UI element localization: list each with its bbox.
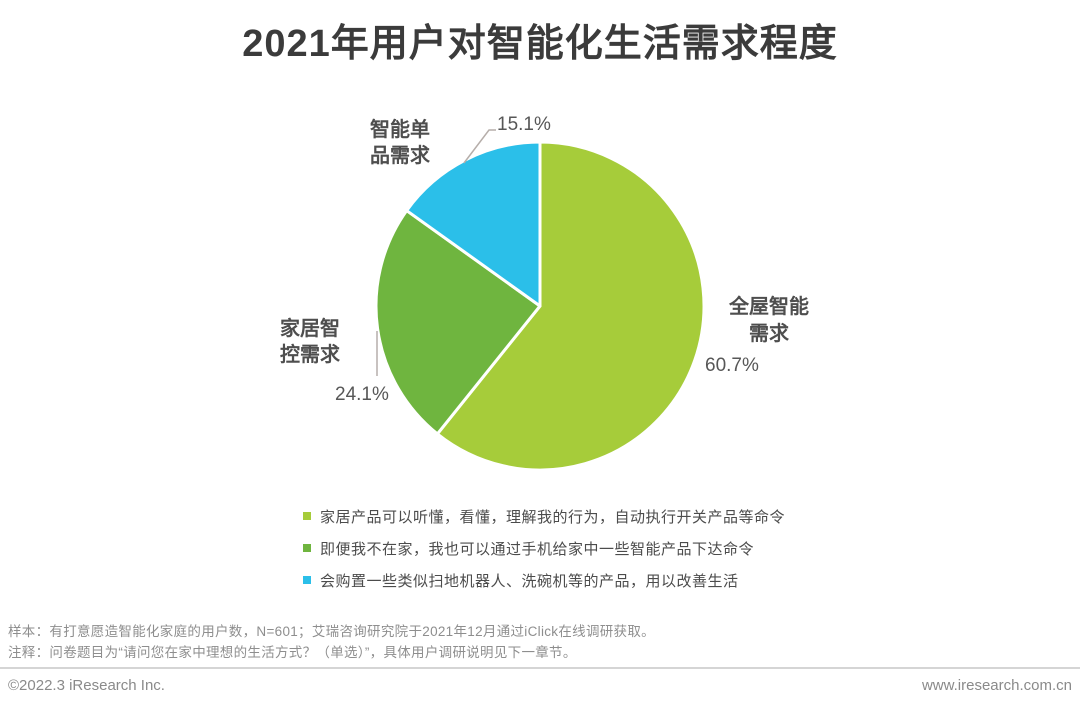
footnotes: 样本：有打意愿造智能化家庭的用户数，N=601；艾瑞咨询研究院于2021年12月… xyxy=(8,622,655,663)
pie-slices xyxy=(374,140,706,472)
leader-line-single-demand xyxy=(463,129,496,164)
footer-bar: ©2022.3 iResearch Inc. www.iresearch.com… xyxy=(0,667,1080,701)
slice-value-whole-house: 60.7% xyxy=(705,355,759,376)
footnote-sample: 样本：有打意愿造智能化家庭的用户数，N=601；艾瑞咨询研究院于2021年12月… xyxy=(8,624,655,639)
footnote-annotation: 注释：问卷题目为“请问您在家中理想的生活方式？（单选）”，具体用户调研说明见下一… xyxy=(8,644,577,660)
pie-slice-1 xyxy=(435,140,706,472)
legend-label: 家居产品可以听懂，看懂，理解我的行为，自动执行开关产品等命令 xyxy=(320,508,786,526)
slice-label-whole-house: 全屋智能需求 xyxy=(729,296,809,345)
legend-marker-icon xyxy=(303,576,311,584)
website-text: www.iresearch.com.cn xyxy=(921,676,1072,694)
legend-label: 即便我不在家，我也可以通过手机给家中一些智能产品下达命令 xyxy=(320,540,755,558)
copyright-text: ©2022.3 iResearch Inc. xyxy=(8,676,165,694)
slice-value-home-control: 24.1% xyxy=(335,384,389,405)
pie-slice-3 xyxy=(405,140,542,308)
chart-legend: 家居产品可以听懂，看懂，理解我的行为，自动执行开关产品等命令 即便我不在家，我也… xyxy=(303,506,785,602)
legend-marker-icon xyxy=(303,512,311,520)
legend-item: 会购置一些类似扫地机器人、洗碗机等的产品，用以改善生活 xyxy=(303,570,785,590)
legend-item: 即便我不在家，我也可以通过手机给家中一些智能产品下达命令 xyxy=(303,538,785,558)
legend-item: 家居产品可以听懂，看懂，理解我的行为，自动执行开关产品等命令 xyxy=(303,506,785,526)
slice-value-single-product: 15.1% xyxy=(497,114,551,135)
legend-label: 会购置一些类似扫地机器人、洗碗机等的产品，用以改善生活 xyxy=(320,572,739,590)
pie-slice-2 xyxy=(374,209,542,436)
legend-marker-icon xyxy=(303,544,311,552)
slice-label-single-product: 智能单品需求 xyxy=(370,119,430,167)
page-title: 2021年用户对智能化生活需求程度 xyxy=(242,23,838,65)
slice-label-home-control: 家居智控需求 xyxy=(280,318,340,366)
